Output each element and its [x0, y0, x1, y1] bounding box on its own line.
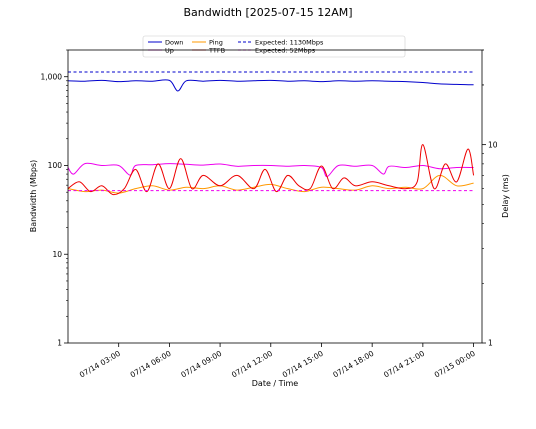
y-tick-label: 10	[52, 250, 62, 259]
series-up-line	[67, 162, 474, 178]
series-ttfb-line	[67, 144, 475, 196]
x-tick-label: 07/14 06:00	[129, 349, 173, 380]
y-tick-label: 1	[57, 339, 62, 348]
y-axis-label: Bandwidth (Mbps)	[29, 160, 38, 233]
y-axis: 1 10 100 1,000	[41, 49, 68, 348]
y-tick-label: 100	[48, 161, 63, 170]
x-axis-label: Date / Time	[252, 379, 299, 388]
x-tick-label: 07/14 15:00	[281, 349, 325, 380]
series-ping-line	[67, 174, 474, 194]
x-tick-label: 07/14 18:00	[331, 349, 375, 380]
legend-label-expected-1130mbps: Expected: 1130Mbps	[255, 38, 324, 46]
x-tick-label: 07/14 09:00	[179, 349, 223, 380]
series-down-line	[67, 79, 474, 92]
plot-frame	[67, 49, 483, 344]
x-tick-label: 07/14 12:00	[230, 349, 274, 380]
chart-title: Bandwidth [2025-07-15 12AM]	[183, 6, 352, 19]
y2-tick-label: 1	[488, 339, 493, 348]
legend-label-down: Down	[165, 38, 183, 46]
legend-label-ping: Ping	[209, 38, 223, 46]
y2-axis-label: Delay (ms)	[501, 174, 510, 218]
legend-box	[142, 35, 406, 58]
x-tick-label: 07/14 03:00	[78, 349, 122, 380]
x-tick-label: 07/14 21:00	[382, 349, 426, 380]
x-tick-label: 07/15 00:00	[433, 349, 477, 380]
x-axis: 07/14 03:00 07/14 06:00 07/14 09:00 07/14 1…	[78, 343, 477, 379]
y2-tick-label: 10	[488, 140, 498, 149]
series-layer	[67, 71, 475, 196]
y-tick-label: 1,000	[41, 72, 63, 81]
y2-axis: 1 10	[482, 49, 498, 348]
